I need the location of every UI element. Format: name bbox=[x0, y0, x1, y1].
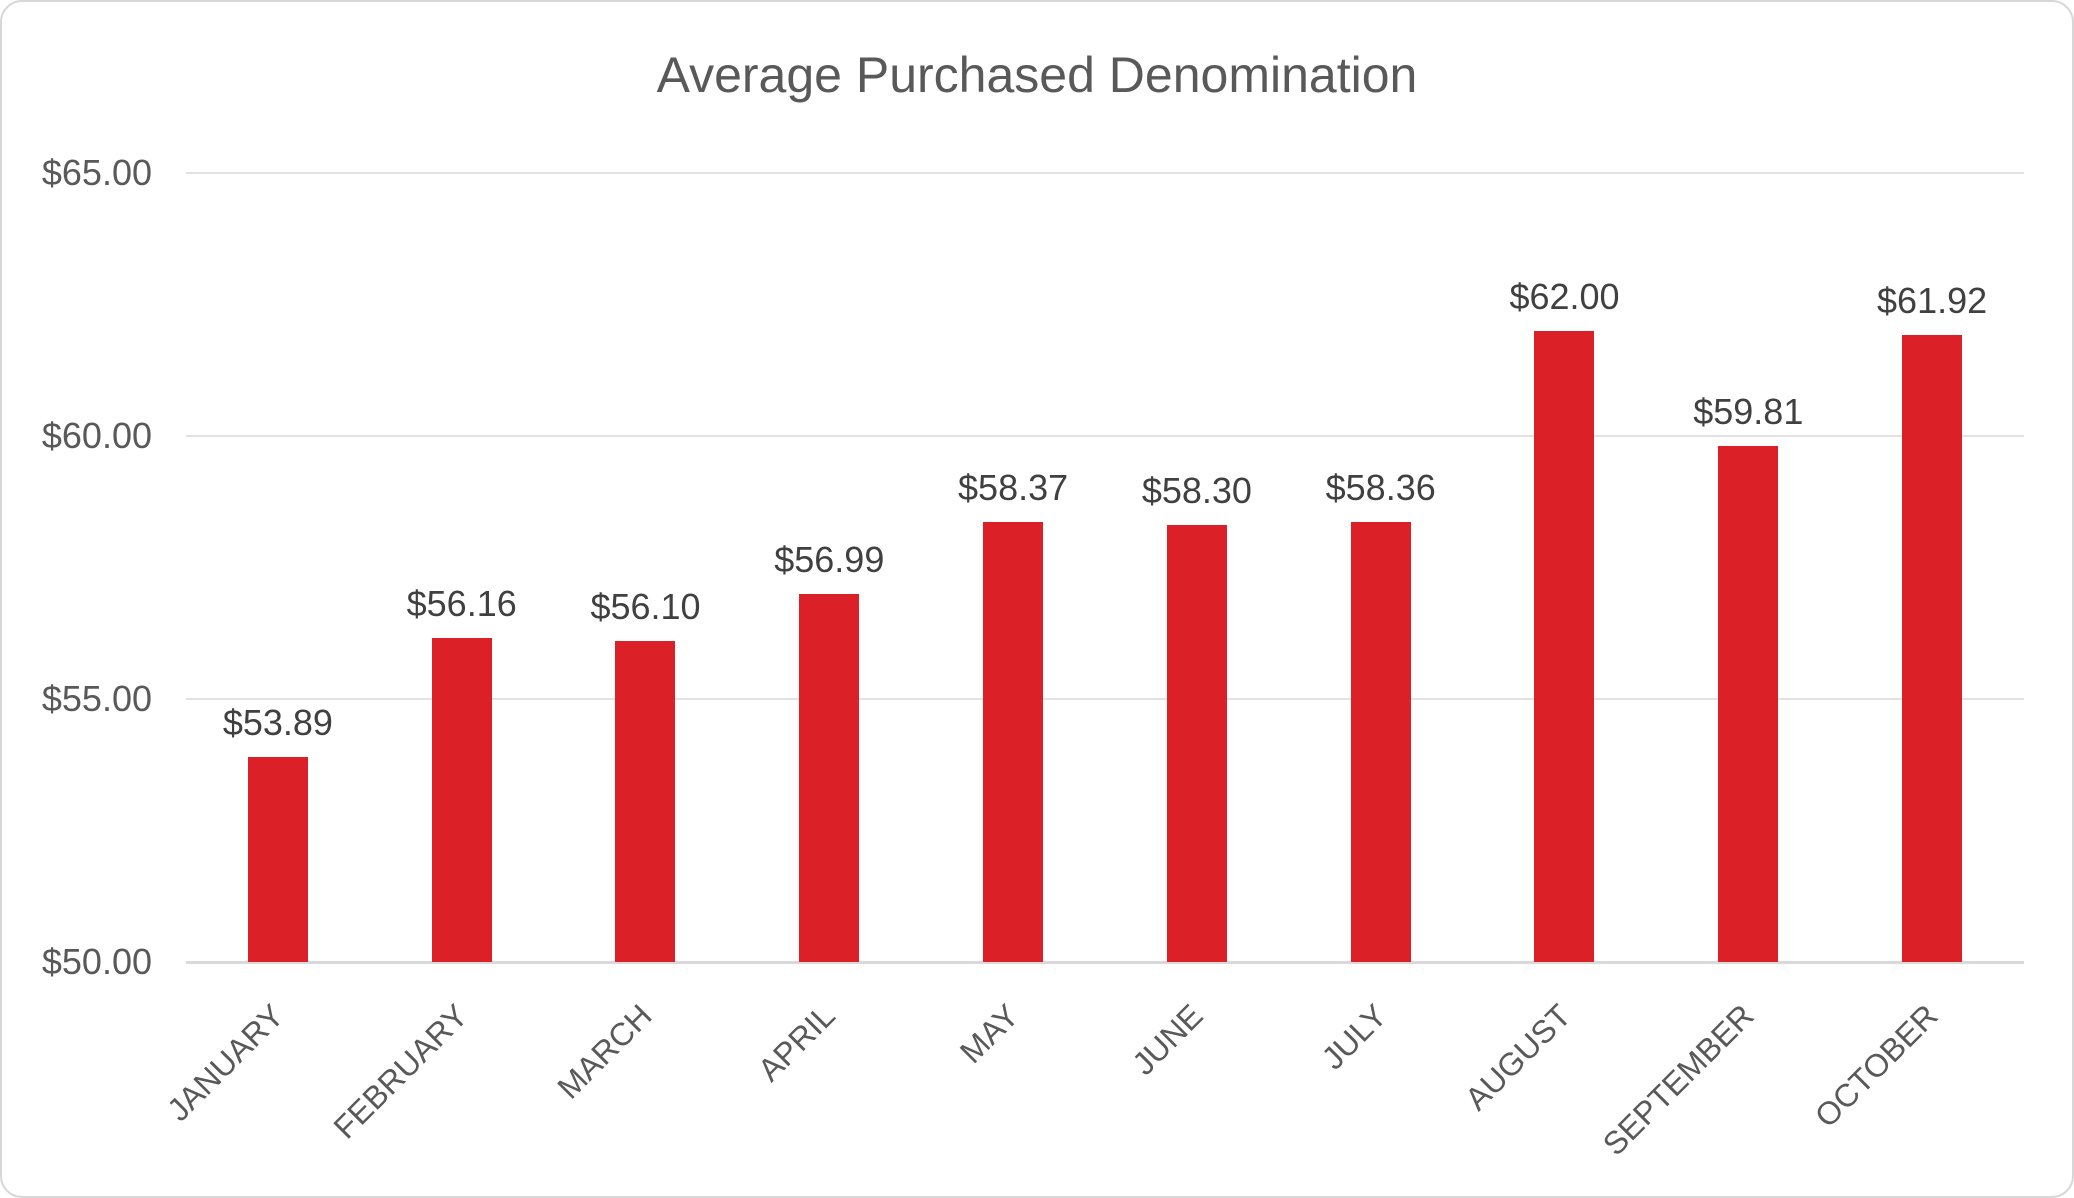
gridline bbox=[186, 435, 2024, 437]
data-label-january: $53.89 bbox=[222, 702, 333, 744]
bar-column: $58.37 bbox=[921, 173, 1105, 962]
bar-column: $58.36 bbox=[1289, 173, 1473, 962]
data-label-september: $59.81 bbox=[1693, 391, 1804, 432]
y-axis-tick-label: $65.00 bbox=[41, 152, 152, 193]
plot-area: $53.89 $56.16 $56.10 $56.99 $58.37 $58.30 $58.… bbox=[186, 172, 2024, 964]
bar-august bbox=[1534, 330, 1595, 962]
bar-july bbox=[1350, 522, 1411, 962]
bar-april bbox=[799, 594, 860, 962]
bar-column: $58.30 bbox=[1105, 173, 1289, 962]
data-label-april: $56.99 bbox=[774, 539, 885, 581]
bar-september bbox=[1718, 446, 1779, 962]
bar-column: $56.16 bbox=[370, 173, 554, 962]
bar-column: $61.92 bbox=[1840, 173, 2024, 962]
chart-title: Average Purchased Denomination bbox=[656, 47, 1418, 103]
y-axis-tick-label: $60.00 bbox=[41, 415, 152, 456]
y-axis-tick-label: $50.00 bbox=[41, 941, 152, 982]
data-label-august: $62.00 bbox=[1509, 275, 1620, 317]
data-label-october: $61.92 bbox=[1877, 280, 1988, 322]
data-label-july: $58.36 bbox=[1325, 467, 1436, 509]
x-axis-line bbox=[186, 961, 2024, 964]
data-label-may: $58.37 bbox=[958, 466, 1069, 508]
bar-column: $56.10 bbox=[554, 173, 738, 962]
bar-column: $59.81 bbox=[1656, 173, 1840, 962]
bar-june bbox=[1166, 525, 1227, 962]
bar-march bbox=[615, 641, 676, 962]
bar-column: $56.99 bbox=[737, 173, 921, 962]
bar-column: $53.89 bbox=[186, 173, 370, 962]
y-axis-tick-label: $55.00 bbox=[41, 678, 152, 719]
data-label-march: $56.10 bbox=[590, 586, 701, 628]
bar-column: $62.00 bbox=[1473, 173, 1657, 962]
x-axis-tick-label-january: JANUARY bbox=[159, 997, 291, 1128]
gridline bbox=[186, 698, 2024, 700]
data-label-june: $58.30 bbox=[1141, 470, 1252, 512]
data-label-february: $56.16 bbox=[406, 582, 517, 624]
bar-february bbox=[431, 637, 492, 962]
bar-may bbox=[983, 521, 1044, 962]
bar-january bbox=[247, 757, 308, 962]
bar-october bbox=[1902, 335, 1963, 962]
gridline bbox=[186, 172, 2024, 174]
